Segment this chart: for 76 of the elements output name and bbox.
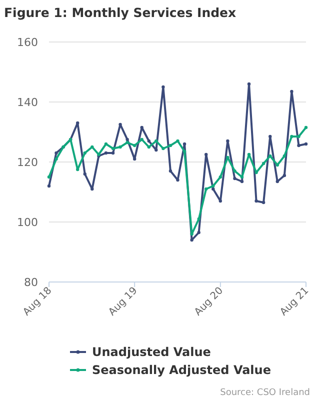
point	[297, 134, 300, 138]
x-tick-label: Aug 21	[278, 285, 312, 318]
point	[226, 139, 230, 143]
point	[218, 175, 222, 179]
point	[190, 232, 194, 236]
chart-title: Figure 1: Monthly Services Index	[4, 5, 236, 20]
point	[90, 145, 94, 149]
point	[168, 169, 172, 173]
point	[162, 85, 165, 89]
point	[168, 144, 172, 148]
point	[132, 157, 136, 161]
point	[290, 90, 294, 94]
point	[126, 140, 129, 144]
point	[90, 187, 94, 191]
point	[276, 163, 279, 167]
point	[212, 184, 215, 188]
point	[176, 139, 180, 143]
point	[268, 154, 272, 158]
point	[204, 152, 208, 156]
point	[240, 180, 244, 184]
y-tick-label: 100	[17, 216, 38, 229]
point	[282, 154, 286, 158]
point	[126, 138, 129, 142]
point	[182, 142, 186, 146]
point	[290, 134, 294, 138]
legend-label: Unadjusted Value	[92, 345, 211, 360]
point	[262, 162, 266, 166]
point	[154, 148, 158, 152]
point	[83, 151, 86, 155]
point	[282, 174, 286, 178]
point	[233, 176, 236, 180]
point	[218, 199, 222, 203]
point	[54, 157, 58, 161]
point	[268, 134, 272, 138]
point	[132, 144, 136, 148]
x-tick-label: Aug 20	[192, 285, 226, 318]
point	[104, 151, 108, 155]
x-tick-label: Aug 19	[106, 285, 140, 318]
point	[140, 138, 144, 142]
point	[83, 172, 86, 176]
point	[118, 145, 122, 149]
point	[54, 151, 58, 155]
point	[182, 150, 186, 154]
point	[204, 187, 208, 191]
point	[297, 144, 300, 148]
point	[262, 200, 266, 204]
point	[212, 187, 215, 191]
point	[233, 169, 236, 173]
line-series	[47, 126, 308, 236]
point	[254, 199, 258, 203]
legend-label: Seasonally Adjusted Value	[92, 363, 271, 378]
point	[190, 238, 194, 242]
point	[247, 152, 251, 156]
point	[111, 146, 115, 150]
point	[197, 230, 200, 234]
point	[76, 168, 80, 172]
point	[304, 142, 308, 146]
y-tick-label: 120	[17, 156, 38, 169]
point	[197, 217, 200, 221]
source-note: Source: CSO Ireland	[220, 388, 310, 398]
point	[147, 145, 150, 149]
point	[154, 139, 158, 143]
point	[111, 151, 115, 155]
point	[162, 146, 165, 150]
y-tick-label: 140	[17, 96, 38, 109]
point	[247, 82, 251, 86]
point	[140, 126, 144, 130]
point	[104, 142, 108, 146]
point	[76, 121, 80, 125]
point	[276, 180, 279, 184]
y-tick-label: 160	[17, 36, 38, 49]
point	[47, 184, 51, 188]
point	[47, 175, 51, 179]
point	[304, 126, 308, 130]
point	[176, 178, 180, 182]
point	[147, 139, 150, 143]
